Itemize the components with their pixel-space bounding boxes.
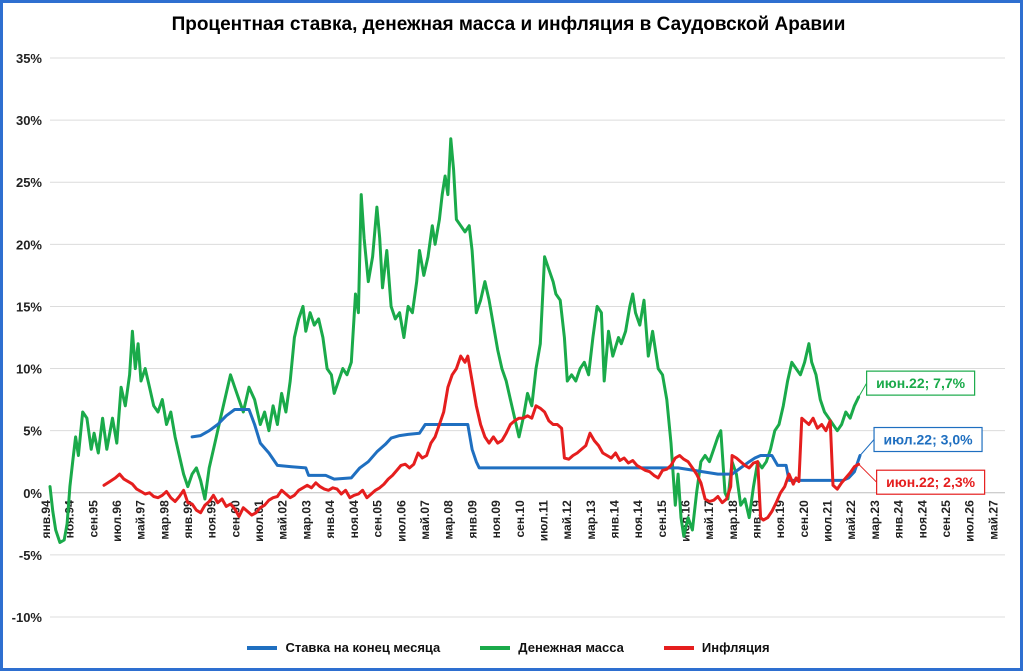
y-tick-label: 35% xyxy=(16,51,42,66)
x-tick-label: мар.18 xyxy=(726,500,740,540)
x-tick-label: июл.26 xyxy=(963,500,977,542)
x-axis-ticks: янв.94 ноя.94 сен.95 июл.96 май.97 мар.98 янв.… xyxy=(39,500,1000,542)
x-tick-label: янв.99 xyxy=(181,500,195,539)
legend-swatch-inflation xyxy=(663,645,694,650)
x-tick-label: июл.21 xyxy=(821,500,835,542)
annotation-label: июн.22; 2,3% xyxy=(886,474,975,490)
legend-swatch-rate xyxy=(247,645,278,650)
legend-swatch-money xyxy=(480,645,511,650)
x-tick-label: ноя.24 xyxy=(915,500,929,538)
y-tick-label: 20% xyxy=(16,237,42,252)
grid-lines xyxy=(50,57,1005,618)
series-line-2 xyxy=(102,354,861,522)
legend-label-inflation: Инфляция xyxy=(701,640,770,655)
annotation-leader xyxy=(858,382,868,398)
x-tick-label: мар.03 xyxy=(300,500,314,540)
x-tick-label: июл.06 xyxy=(394,500,408,542)
series-lines xyxy=(48,137,862,544)
legend-item-money: Денежная масса xyxy=(480,640,624,655)
x-tick-label: сен.00 xyxy=(229,500,243,538)
x-tick-label: май.02 xyxy=(276,500,290,540)
x-tick-label: июл.01 xyxy=(252,500,266,542)
x-tick-label: мар.08 xyxy=(442,500,456,540)
chart-title: Процентная ставка, денежная масса и инфл… xyxy=(171,14,846,35)
y-tick-label: 15% xyxy=(16,299,42,314)
x-tick-label: сен.20 xyxy=(797,500,811,538)
x-tick-label: май.22 xyxy=(844,500,858,540)
legend-label-rate: Ставка на конец месяца xyxy=(285,640,441,655)
x-tick-label: ноя.04 xyxy=(347,500,361,538)
y-tick-label: -5% xyxy=(19,548,43,563)
x-tick-label: сен.95 xyxy=(86,500,100,538)
x-tick-label: сен.25 xyxy=(939,500,953,538)
series-line-0 xyxy=(190,408,862,482)
y-tick-label: 25% xyxy=(16,175,42,190)
y-axis-ticks: 35% 30% 25% 20% 15% 10% 5% 0% -5% -10% xyxy=(12,51,43,625)
x-tick-label: май.17 xyxy=(702,500,716,540)
x-tick-label: мар.23 xyxy=(868,500,882,540)
legend: Ставка на конец месяца Денежная масса Ин… xyxy=(0,640,1017,655)
x-tick-label: янв.14 xyxy=(607,500,621,539)
y-tick-label: -10% xyxy=(12,610,43,625)
x-tick-label: янв.94 xyxy=(39,500,53,539)
x-tick-label: ноя.19 xyxy=(773,500,787,538)
x-tick-label: мар.13 xyxy=(584,500,598,540)
x-tick-label: ноя.99 xyxy=(205,500,219,538)
legend-item-rate: Ставка на конец месяца xyxy=(247,640,440,655)
x-tick-label: май.97 xyxy=(134,500,148,540)
legend-label-money: Денежная масса xyxy=(518,640,624,655)
series-line-1 xyxy=(48,137,861,544)
y-tick-label: 0% xyxy=(23,486,42,501)
x-tick-label: июл.11 xyxy=(536,500,550,541)
annotation-label: июн.22; 7,7% xyxy=(876,375,965,391)
annotation-leader xyxy=(858,463,877,483)
y-tick-label: 5% xyxy=(23,424,42,439)
x-tick-label: май.07 xyxy=(418,500,432,540)
annotation-box xyxy=(873,426,983,453)
x-tick-label: янв.24 xyxy=(892,500,906,539)
x-tick-label: сен.10 xyxy=(513,500,527,538)
x-tick-label: июл.96 xyxy=(110,500,124,542)
y-tick-label: 30% xyxy=(16,113,42,128)
legend-item-inflation: Инфляция xyxy=(663,640,770,655)
x-tick-label: сен.15 xyxy=(655,500,669,538)
x-tick-label: янв.09 xyxy=(465,500,479,539)
x-tick-label: мар.98 xyxy=(158,500,172,540)
annotations: июн.22; 7,7% июл.22; 3,0% июн.22; 2,3% xyxy=(858,370,986,495)
x-tick-label: ноя.09 xyxy=(489,500,503,538)
x-tick-label: янв.04 xyxy=(323,500,337,539)
y-tick-label: 10% xyxy=(16,362,42,377)
annotation-label: июл.22; 3,0% xyxy=(884,432,974,448)
x-tick-label: май.12 xyxy=(560,500,574,540)
x-tick-label: сен.05 xyxy=(371,500,385,538)
x-tick-label: ноя.14 xyxy=(631,500,645,538)
x-tick-label: май.27 xyxy=(986,500,1000,540)
annotation-box xyxy=(876,469,986,495)
annotation-leader xyxy=(859,439,875,456)
annotation-box xyxy=(866,370,976,396)
